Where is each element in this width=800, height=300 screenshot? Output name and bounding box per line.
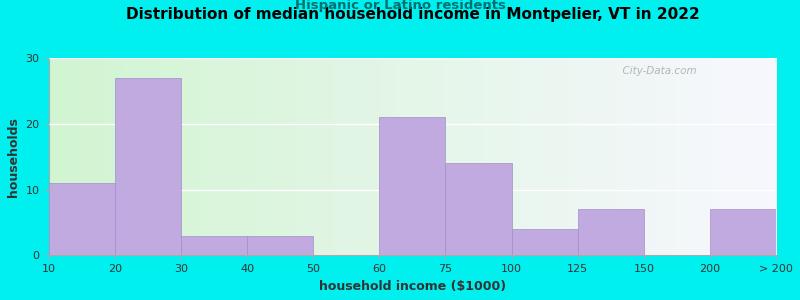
Text: City-Data.com: City-Data.com: [616, 66, 697, 76]
X-axis label: household income ($1000): household income ($1000): [319, 280, 506, 293]
Bar: [379, 117, 446, 256]
Text: Hispanic or Latino residents: Hispanic or Latino residents: [294, 0, 506, 12]
Bar: [247, 236, 313, 256]
Bar: [114, 78, 181, 256]
Y-axis label: households: households: [7, 117, 20, 196]
Bar: [511, 229, 578, 256]
Title: Distribution of median household income in Montpelier, VT in 2022: Distribution of median household income …: [126, 7, 699, 22]
Bar: [49, 183, 114, 256]
Bar: [181, 236, 247, 256]
Bar: [446, 163, 511, 256]
Bar: [710, 209, 776, 256]
Bar: [578, 209, 644, 256]
